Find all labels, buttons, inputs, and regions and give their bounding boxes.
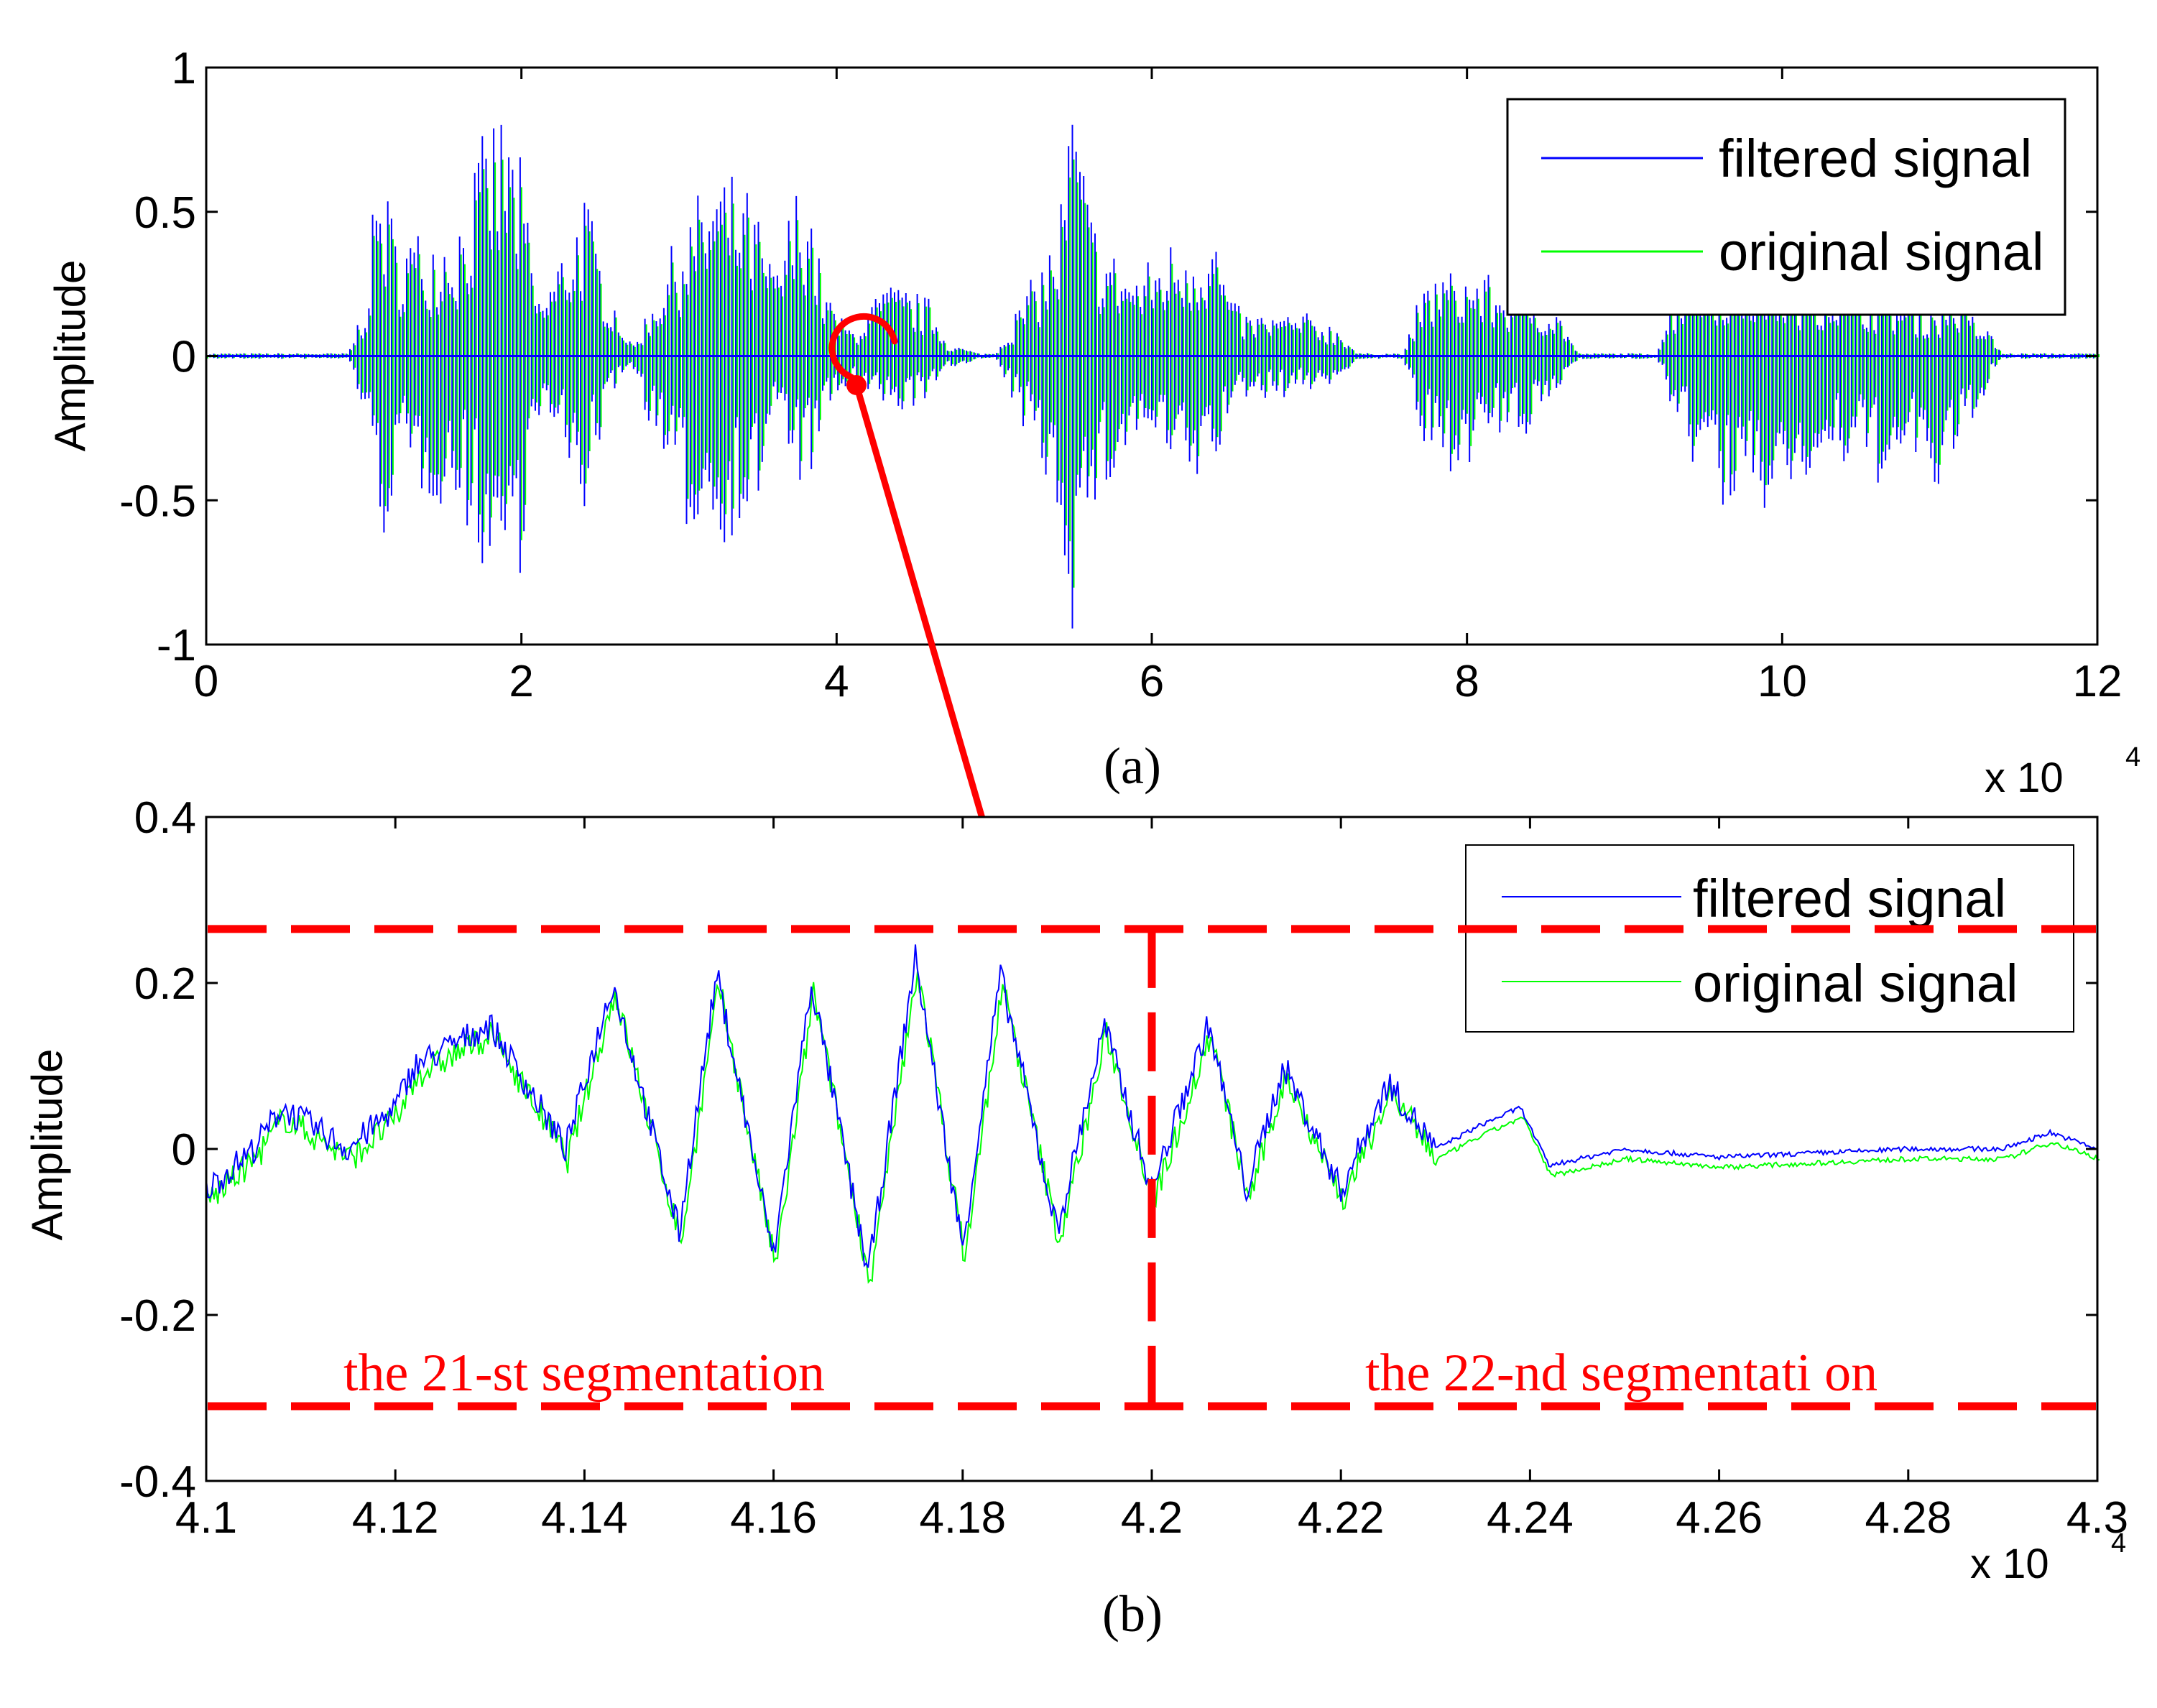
panel-b-xtick-label: 4.28	[1865, 1493, 1952, 1543]
panel-a-xtick-label: 4	[824, 657, 849, 706]
panel-b-xtick-label: 4.22	[1298, 1493, 1385, 1543]
panel-b-legend-label-filtered: filtered signal	[1693, 869, 2006, 928]
panel-b-ytick-label: 0	[172, 1125, 196, 1175]
panel-a-x-multiplier: x 10	[1985, 754, 2064, 801]
panel-a-legend: filtered signal original signal	[1506, 98, 2066, 316]
panel-b-xtick-label: 4.14	[541, 1493, 628, 1543]
panel-a-legend-label-original: original signal	[1719, 222, 2044, 282]
zoom-connector-arrow	[853, 382, 1002, 879]
panel-b-axes-box	[205, 816, 2099, 1482]
panel-a-axes-box	[205, 66, 2099, 646]
panel-b-legend-label-original: original signal	[1693, 954, 2018, 1013]
panel-b-legend: filtered signal original signal	[1465, 844, 2074, 1033]
series-filtered-signal-b	[205, 944, 2098, 1268]
panel-b-xtick-label: 4.24	[1487, 1493, 1574, 1543]
panel-b-ytick-label: 0.4	[134, 793, 196, 843]
panel-a-xtick-label: 8	[1454, 657, 1479, 706]
panel-a-ylabel: Amplitude	[46, 260, 94, 452]
panel-b-caption: (b)	[1102, 1585, 1163, 1643]
segment-label-21st: the 21-st segmentation	[343, 1344, 825, 1403]
panel-a-ytick-label: -0.5	[119, 476, 196, 526]
panel-b-x-multiplier-exponent: 4	[2111, 1528, 2126, 1559]
panel-b-ylabel: Amplitude	[23, 1049, 71, 1241]
panel-a-ytick-label: 0	[172, 333, 196, 382]
panel-b-xtick-label: 4.12	[352, 1493, 439, 1543]
panel-a-ytick-label: 0.5	[134, 188, 196, 238]
panel-a-xtick-label: 2	[509, 657, 533, 706]
panel-b-xtick-label: 4.26	[1676, 1493, 1763, 1543]
panel-b-xtick-label: 4.3	[2066, 1493, 2128, 1543]
panel-a-x-multiplier-exponent: 4	[2125, 742, 2140, 772]
panel-b-ytick-label: -0.4	[119, 1457, 196, 1507]
panel-b-ytick-label: -0.2	[119, 1291, 196, 1341]
panel-b-chart: 0.4 0.2 0 -0.2 -0.4 4.1 4.12 4.14 4.16 4.18 4.2 4.…	[23, 793, 2128, 1643]
panel-b-ytick-label: 0.2	[134, 959, 196, 1009]
panel-a-xtick-label: 12	[2073, 657, 2123, 706]
panel-b-legend-box	[1465, 844, 2074, 1033]
panel-a-caption: (a)	[1104, 737, 1161, 795]
panel-a-xtick-label: 10	[1758, 657, 1807, 706]
panel-a-ytick-label: -1	[157, 621, 196, 670]
panel-b-xtick-label: 4.16	[730, 1493, 817, 1543]
panel-a-ytick-label: 1	[172, 44, 196, 93]
panel-a-xtick-label: 6	[1140, 657, 1164, 706]
segment-label-22nd: the 22-nd segmentati on	[1365, 1344, 1877, 1403]
panel-b-xtick-label: 4.18	[919, 1493, 1006, 1543]
panel-b-xtick-label: 4.1	[175, 1493, 237, 1543]
panel-a-chart: 1 0.5 0 -0.5 -1 0 2 4 6 8 10 12 Amplitude x 10 4 (…	[46, 44, 2140, 879]
panel-b-x-multiplier: x 10	[1970, 1541, 2049, 1587]
panel-b-xtick-label: 4.2	[1121, 1493, 1183, 1543]
zoom-circle-marker	[828, 313, 898, 381]
panel-a-legend-box	[1506, 98, 2066, 316]
panel-a-xtick-label: 0	[194, 657, 218, 706]
panel-a-legend-label-filtered: filtered signal	[1719, 129, 2032, 188]
